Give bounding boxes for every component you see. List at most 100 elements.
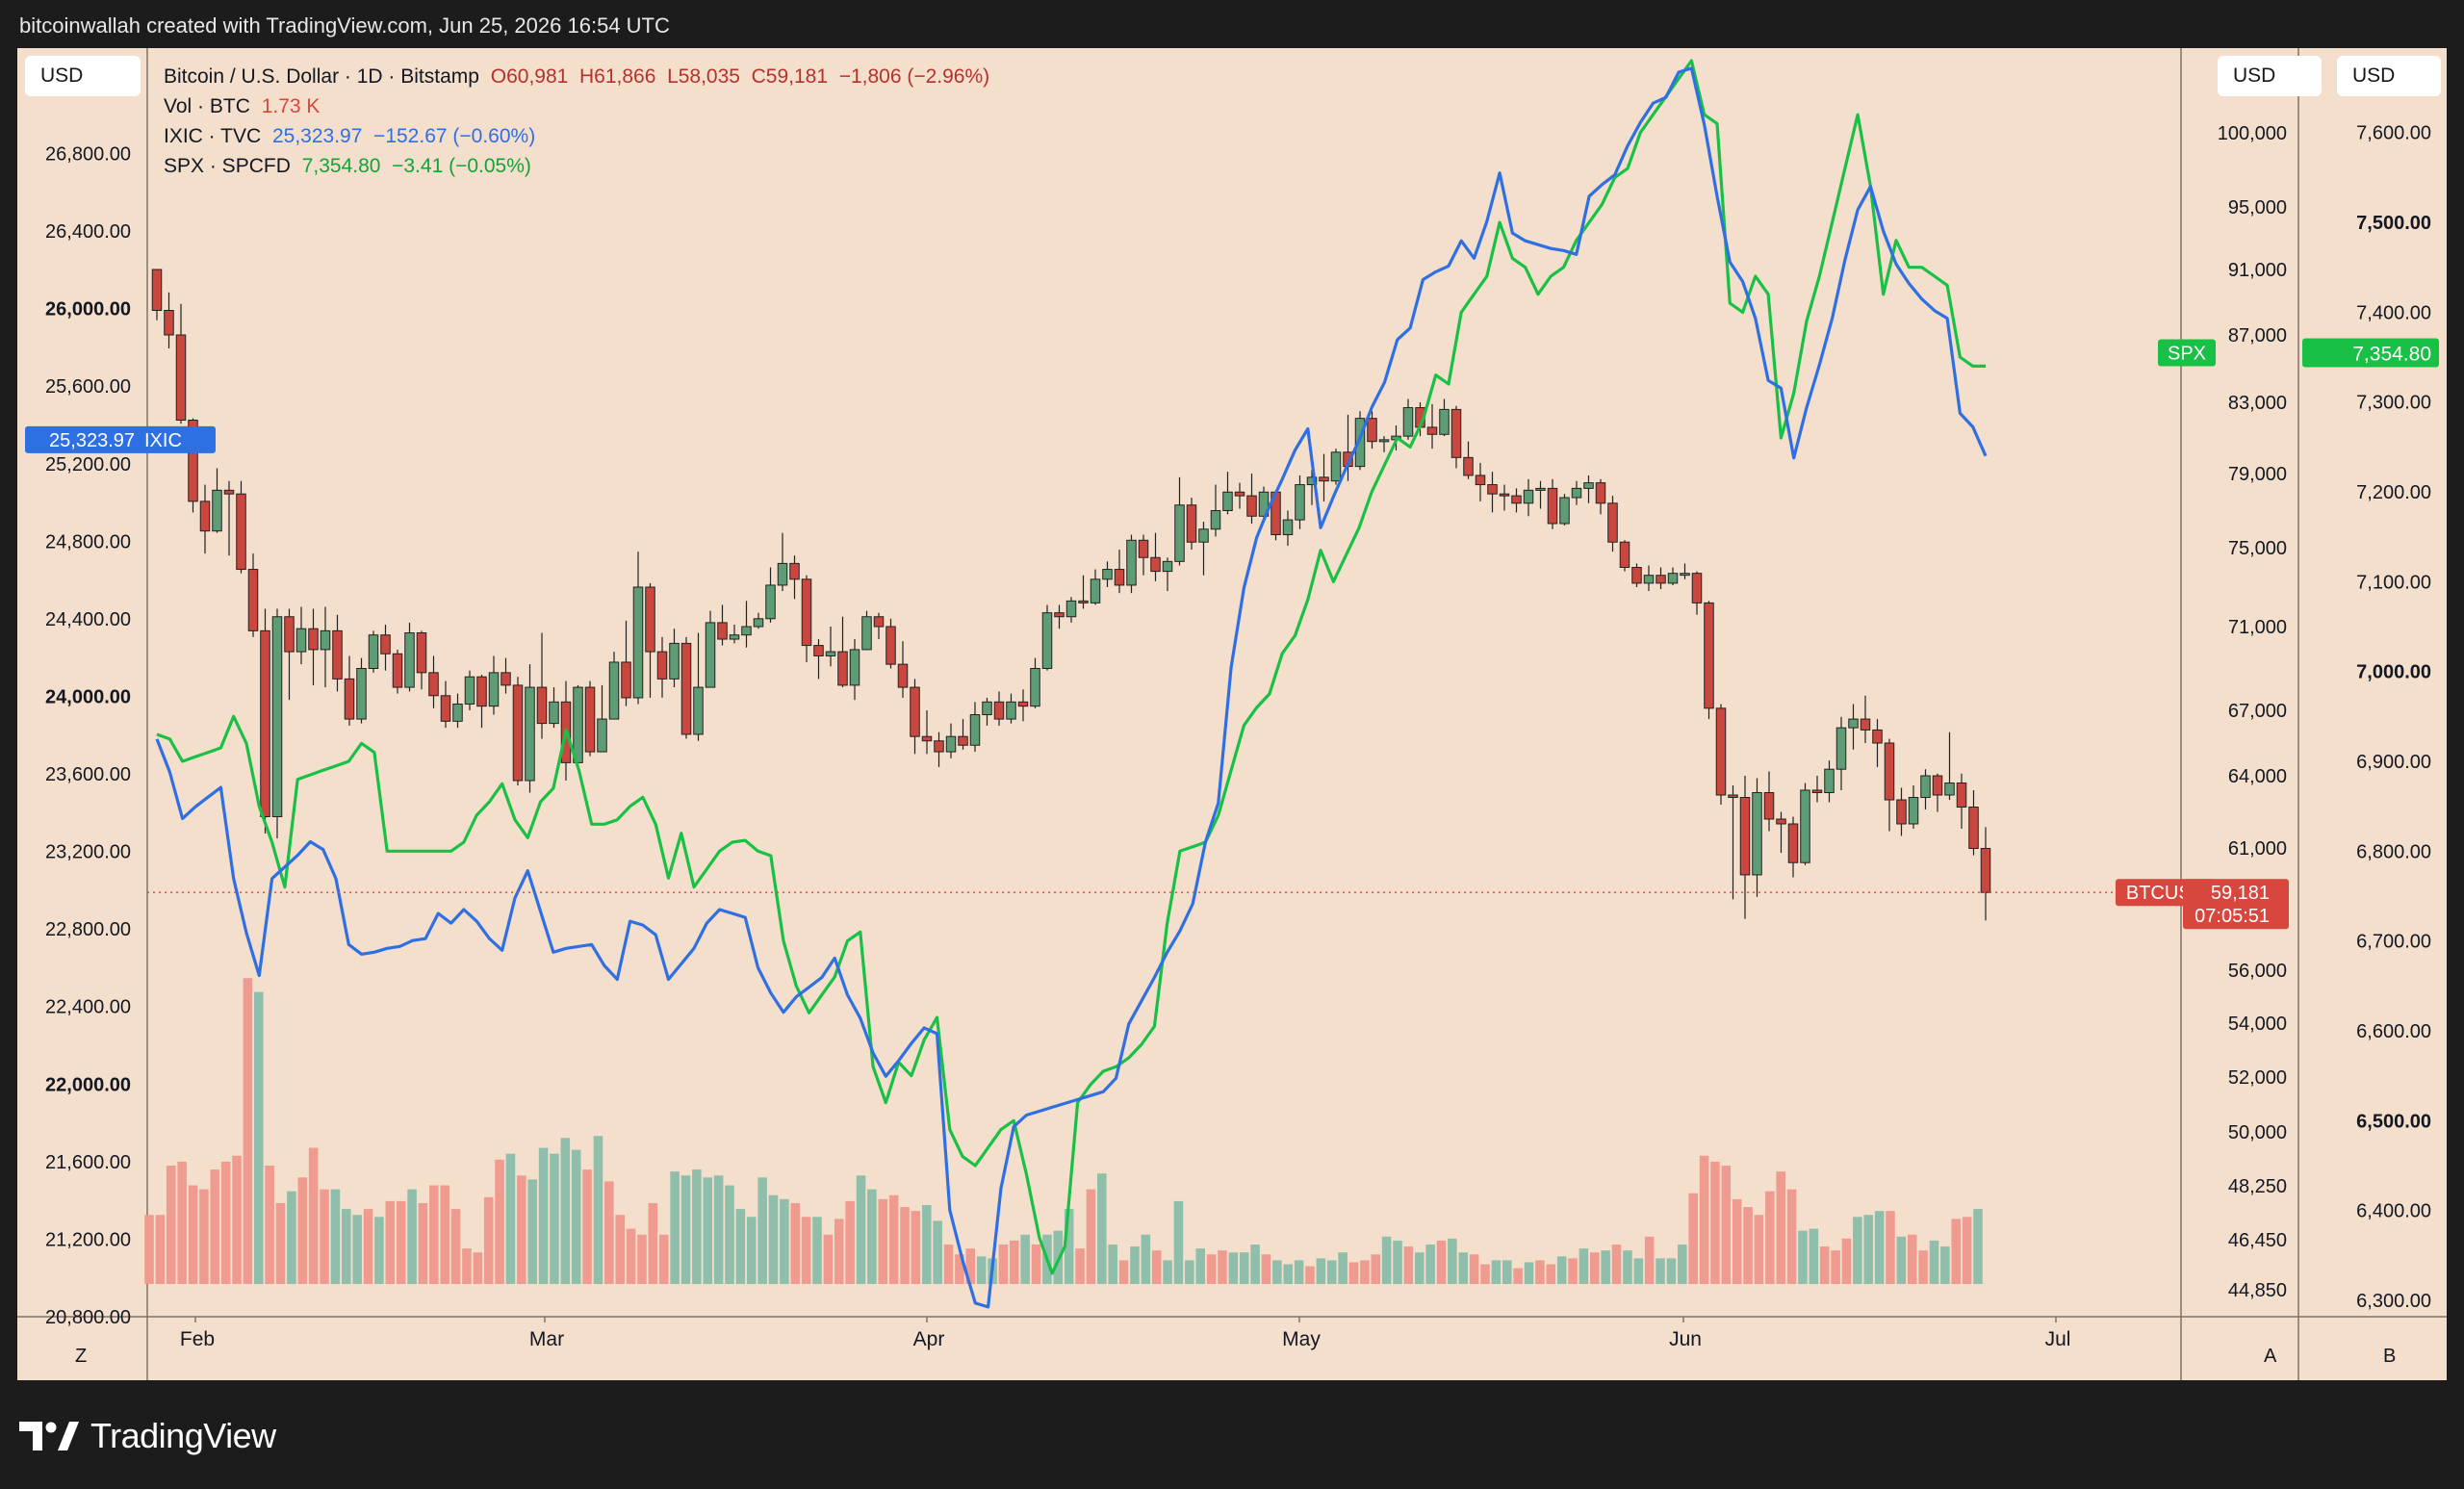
- candle-body[interactable]: [247, 569, 259, 631]
- candle-body[interactable]: [549, 701, 559, 725]
- candle-body[interactable]: [344, 678, 355, 720]
- candle-body[interactable]: [705, 622, 716, 688]
- legend-main[interactable]: Bitcoin / U.S. Dollar · 1D · Bitstamp O6…: [164, 62, 989, 91]
- candle-body[interactable]: [1017, 701, 1029, 707]
- candle-body[interactable]: [1402, 407, 1414, 437]
- spx-line[interactable]: [156, 59, 1986, 1275]
- candle-body[interactable]: [1306, 476, 1318, 486]
- legend-spx[interactable]: SPX · SPCFD 7,354.80 −3.41 (−0.05%): [164, 151, 989, 181]
- candle-body[interactable]: [284, 616, 295, 653]
- candle-body[interactable]: [1956, 783, 1967, 808]
- candle-body[interactable]: [488, 672, 500, 707]
- candle-body[interactable]: [1980, 847, 1991, 893]
- candle-body[interactable]: [452, 703, 463, 722]
- candle-body[interactable]: [1968, 807, 1979, 849]
- candle-body[interactable]: [897, 663, 909, 688]
- candle-body[interactable]: [1860, 718, 1871, 731]
- candle-body[interactable]: [236, 493, 246, 571]
- candle-body[interactable]: [717, 622, 728, 640]
- candle-body[interactable]: [958, 735, 968, 746]
- candle-body[interactable]: [861, 616, 872, 651]
- candle-body[interactable]: [512, 684, 524, 782]
- candle-body[interactable]: [584, 686, 596, 753]
- candle-body[interactable]: [1920, 775, 1931, 798]
- candle-body[interactable]: [1559, 497, 1570, 525]
- candle-body[interactable]: [525, 686, 535, 782]
- candle-body[interactable]: [1463, 456, 1474, 476]
- legend-ixic[interactable]: IXIC · TVC 25,323.97 −152.67 (−0.60%): [164, 121, 989, 151]
- candle-body[interactable]: [982, 701, 992, 716]
- candle-body[interactable]: [1667, 573, 1679, 584]
- candle-body[interactable]: [1848, 718, 1859, 729]
- candle-body[interactable]: [1896, 799, 1907, 825]
- candle-body[interactable]: [1728, 794, 1738, 798]
- candle-body[interactable]: [1944, 783, 1955, 796]
- candle-body[interactable]: [1126, 539, 1137, 586]
- candle-body[interactable]: [1824, 768, 1835, 794]
- candle-body[interactable]: [1030, 668, 1040, 707]
- candle-body[interactable]: [1439, 408, 1450, 435]
- candle-body[interactable]: [320, 629, 331, 651]
- candle-body[interactable]: [1426, 426, 1438, 435]
- candle-body[interactable]: [392, 653, 403, 688]
- candle-body[interactable]: [1656, 575, 1666, 584]
- candle-body[interactable]: [332, 629, 343, 680]
- candle-body[interactable]: [1475, 475, 1486, 486]
- candle-body[interactable]: [1811, 789, 1823, 793]
- candle-body[interactable]: [680, 642, 692, 735]
- candle-body[interactable]: [1835, 727, 1847, 770]
- candle-body[interactable]: [1739, 797, 1751, 876]
- candle-body[interactable]: [188, 420, 198, 502]
- candle-body[interactable]: [440, 695, 451, 722]
- candle-body[interactable]: [693, 686, 704, 735]
- corner-right2-button[interactable]: B: [2383, 1346, 2397, 1367]
- candle-body[interactable]: [1378, 439, 1390, 443]
- candle-body[interactable]: [151, 269, 163, 311]
- candle-body[interactable]: [1872, 729, 1883, 744]
- candle-body[interactable]: [1487, 484, 1498, 495]
- candle-body[interactable]: [1150, 556, 1161, 573]
- candle-body[interactable]: [1680, 573, 1690, 577]
- candle-body[interactable]: [608, 661, 620, 720]
- candle-body[interactable]: [1571, 487, 1582, 499]
- candle-body[interactable]: [777, 562, 788, 586]
- candle-body[interactable]: [1535, 487, 1546, 491]
- candle-body[interactable]: [1715, 707, 1727, 796]
- candle-body[interactable]: [1330, 451, 1342, 482]
- candle-body[interactable]: [669, 642, 680, 680]
- candle-body[interactable]: [476, 676, 487, 707]
- legend-vol[interactable]: Vol · BTC 1.73 K: [164, 91, 989, 121]
- corner-left-button[interactable]: Z: [75, 1346, 88, 1367]
- right-unit-button[interactable]: USD: [2218, 56, 2322, 96]
- ixic-line[interactable]: [155, 66, 1988, 1309]
- candle-body[interactable]: [428, 672, 439, 697]
- candle-body[interactable]: [1499, 493, 1510, 497]
- candle-body[interactable]: [1162, 560, 1173, 573]
- candle-body[interactable]: [729, 634, 740, 640]
- candle-body[interactable]: [1006, 701, 1016, 720]
- candle-body[interactable]: [645, 586, 655, 653]
- candle-body[interactable]: [1174, 504, 1185, 562]
- candle-body[interactable]: [1210, 510, 1221, 530]
- candle-body[interactable]: [1234, 491, 1245, 497]
- candle-body[interactable]: [921, 735, 933, 742]
- candle-body[interactable]: [356, 668, 367, 720]
- candle-body[interactable]: [1800, 789, 1810, 863]
- candle-body[interactable]: [1222, 491, 1233, 511]
- candle-body[interactable]: [934, 740, 944, 753]
- candle-body[interactable]: [368, 634, 379, 670]
- candle-body[interactable]: [1619, 541, 1630, 568]
- candle-body[interactable]: [849, 649, 860, 686]
- candle-body[interactable]: [632, 586, 644, 699]
- chart-frame[interactable]: 26,800.00 26,400.00 26,000.00 25,600.00 25,2…: [17, 48, 2447, 1380]
- candle-body[interactable]: [621, 661, 631, 699]
- candle-body[interactable]: [175, 334, 187, 421]
- candle-body[interactable]: [1041, 612, 1053, 670]
- candle-body[interactable]: [1787, 823, 1799, 863]
- candle-body[interactable]: [753, 618, 764, 628]
- candle-body[interactable]: [536, 686, 548, 725]
- candle-body[interactable]: [199, 501, 211, 532]
- candle-body[interactable]: [1114, 569, 1125, 586]
- candle-body[interactable]: [164, 310, 174, 336]
- candle-body[interactable]: [1246, 495, 1257, 517]
